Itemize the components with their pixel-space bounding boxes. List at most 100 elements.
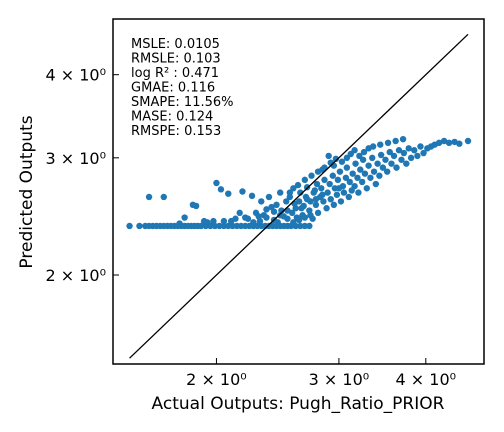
data-point (297, 189, 304, 196)
y-tick-label: 2 × 10⁰ (45, 266, 106, 285)
metric-line: MASE: 0.124 (131, 110, 213, 125)
y-axis-label: Predicted Outputs (17, 115, 37, 268)
data-point (355, 189, 362, 196)
data-point (376, 172, 383, 179)
data-point (301, 176, 309, 184)
data-point (369, 143, 377, 150)
data-point (330, 201, 338, 208)
data-point (258, 198, 265, 205)
data-point (370, 168, 378, 175)
y-tick-label: 4 × 10⁰ (45, 66, 106, 85)
x-tick-label: 3 × 10⁰ (309, 370, 370, 389)
data-point (354, 174, 361, 181)
data-point (284, 215, 291, 222)
data-point (319, 166, 326, 173)
data-point (314, 209, 322, 217)
data-point (211, 222, 219, 230)
data-point (435, 139, 443, 147)
data-point (372, 180, 380, 188)
data-point (349, 170, 356, 177)
data-point (311, 187, 319, 194)
data-point (216, 222, 223, 230)
data-point (308, 172, 315, 179)
data-point (386, 148, 393, 156)
data-point (303, 195, 311, 203)
data-point (263, 206, 270, 213)
data-point (326, 180, 333, 188)
data-point (395, 147, 403, 154)
data-point (377, 141, 384, 148)
data-point (160, 193, 167, 201)
data-point (420, 149, 427, 157)
y-axis-ticks: 2 × 10⁰ 3 × 10⁰ 4 × 10⁰ (45, 66, 119, 285)
data-point (405, 145, 412, 152)
data-point (324, 189, 331, 196)
data-point (329, 172, 337, 179)
data-point (298, 205, 305, 212)
x-tick-label: 2 × 10⁰ (186, 370, 247, 389)
data-point (210, 217, 217, 225)
data-point (284, 207, 291, 214)
metric-line: RMSLE: 0.103 (131, 52, 221, 67)
data-point (176, 220, 183, 227)
data-point (351, 147, 358, 154)
data-point (301, 222, 309, 230)
data-point (181, 214, 188, 221)
data-point (307, 211, 314, 219)
data-point (356, 152, 363, 160)
data-point (357, 166, 364, 173)
data-point (327, 195, 334, 203)
data-point (217, 186, 225, 193)
data-point (336, 168, 344, 175)
metric-line: MSLE: 0.0105 (131, 37, 220, 52)
data-point (363, 185, 370, 192)
y-tick-label: 3 × 10⁰ (45, 149, 106, 168)
data-point (398, 156, 405, 163)
data-point (333, 191, 341, 198)
data-point (277, 189, 284, 196)
data-point (345, 193, 353, 201)
data-point (440, 137, 448, 145)
data-point (126, 222, 133, 230)
data-point (346, 178, 353, 186)
data-point (136, 222, 143, 230)
data-point (303, 184, 311, 191)
data-point (367, 174, 374, 181)
data-point (225, 190, 232, 197)
data-point (244, 215, 252, 222)
data-point (361, 170, 369, 177)
data-point (382, 156, 389, 163)
data-point (384, 139, 392, 147)
data-point (204, 219, 211, 226)
data-point (277, 211, 284, 219)
data-point (312, 201, 320, 208)
data-point (290, 185, 297, 192)
data-point (197, 222, 205, 230)
metric-line: GMAE: 0.116 (131, 81, 215, 96)
data-point (294, 181, 302, 189)
data-point (445, 139, 453, 147)
data-point (274, 219, 281, 226)
data-point (270, 208, 278, 215)
data-point (340, 189, 348, 196)
data-point (318, 185, 325, 192)
data-point (374, 160, 381, 167)
data-point (352, 160, 359, 167)
data-point (343, 154, 351, 162)
data-point (286, 193, 294, 201)
data-point (464, 137, 472, 145)
x-axis-label: Actual Outputs: Pugh_Ratio_PRIOR (152, 394, 445, 414)
data-point (365, 162, 372, 169)
data-point (388, 160, 395, 167)
data-point (338, 158, 346, 165)
data-point (390, 152, 398, 160)
identity-line (129, 33, 469, 359)
data-point (319, 191, 326, 198)
data-point (291, 200, 298, 207)
data-point (273, 201, 280, 208)
scatter-points (126, 135, 472, 230)
data-point (297, 222, 304, 230)
data-point (400, 149, 408, 157)
data-point (312, 195, 320, 203)
